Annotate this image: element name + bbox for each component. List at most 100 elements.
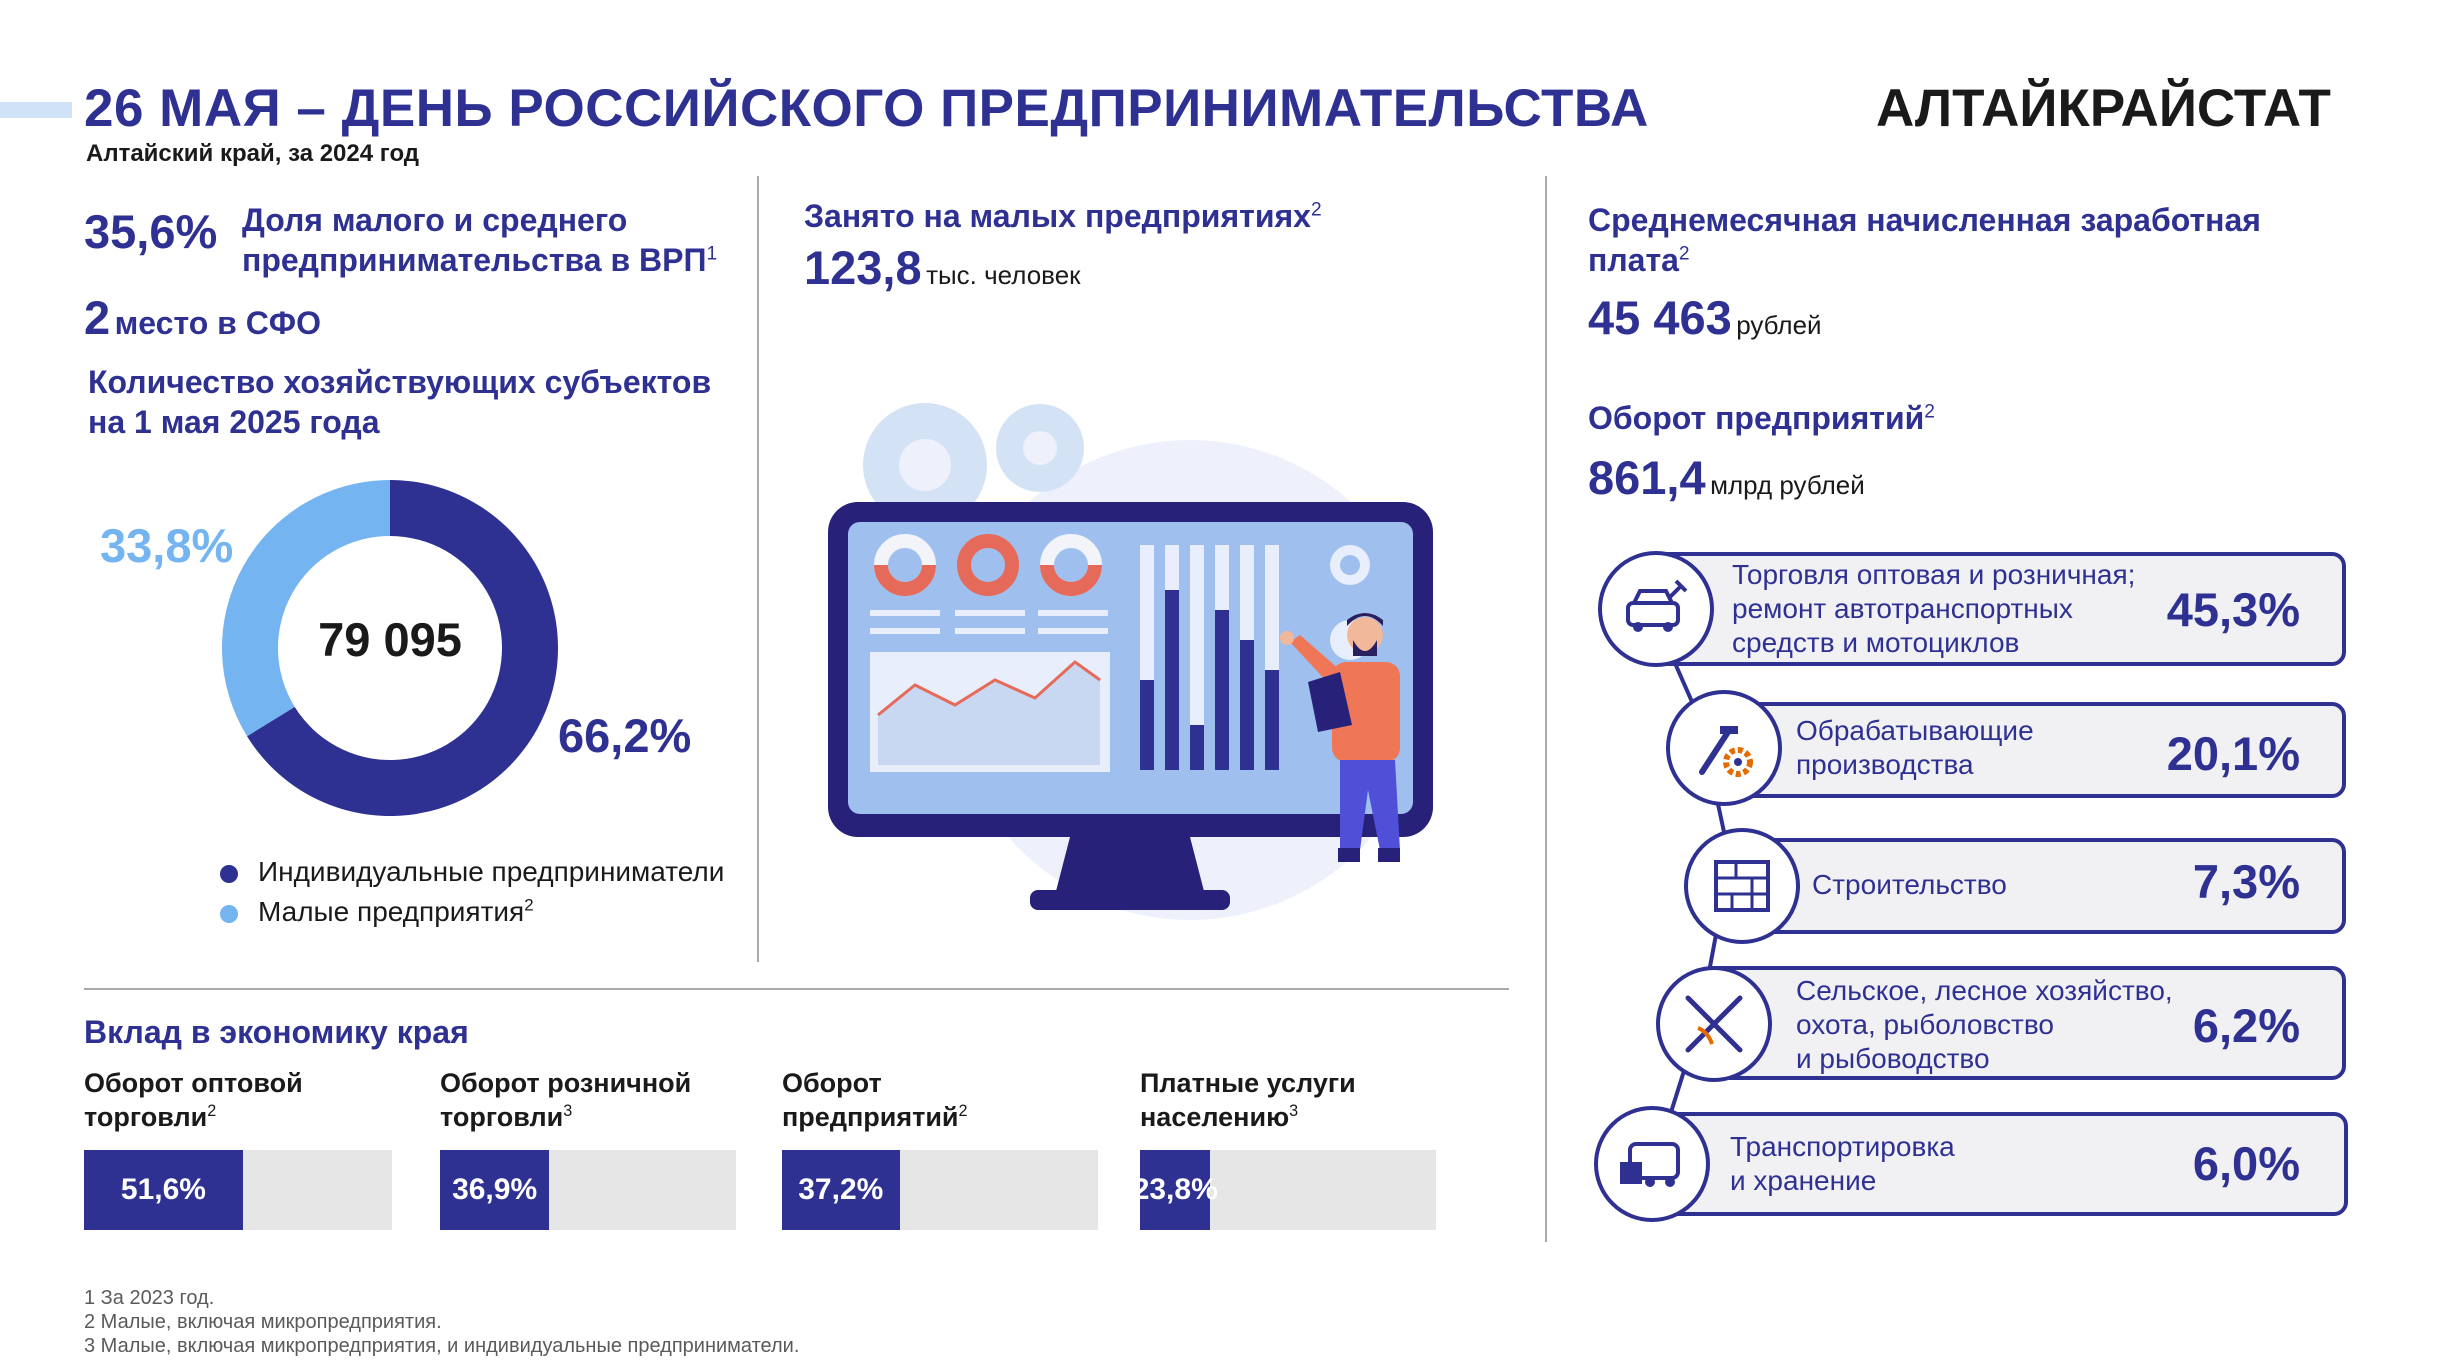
fishing-rod-icon — [1685, 995, 1743, 1053]
industry-icon-holder-manufacturing — [1666, 690, 1782, 806]
donut-slice-small — [221, 480, 390, 737]
industry-card-manufacturing — [1704, 702, 2346, 798]
contribution-bar-retail: 36,9% — [440, 1150, 550, 1230]
contribution-label-services: Платные услуги населению3 — [1140, 1066, 1356, 1134]
contribution-label-line: предприятий — [782, 1102, 959, 1132]
employed-unit: тыс. человек — [926, 260, 1081, 290]
contribution-track: 51,6% — [84, 1150, 392, 1230]
industry-card-construction — [1740, 838, 2346, 934]
bricks-icon — [1714, 860, 1770, 912]
turnover-unit: млрд рублей — [1710, 470, 1865, 500]
entities-donut-chart — [221, 480, 558, 816]
contribution-label-turnover: Оборот предприятий2 — [782, 1066, 968, 1134]
sfo-rank-label: место в СФО — [114, 305, 321, 341]
industry-name-line: средств и мотоциклов — [1732, 627, 2020, 658]
turnover-title-text: Оборот предприятий — [1588, 400, 1925, 436]
donut-center-total: 79 095 — [318, 613, 462, 666]
industry-name-line: Торговля оптовая и розничная; — [1732, 559, 2136, 590]
industry-name-trade: Торговля оптовая и розничная; ремонт авт… — [1732, 558, 2135, 660]
industry-name-line: и хранение — [1730, 1165, 1877, 1196]
industry-name-line: производства — [1796, 749, 1974, 780]
contribution-label-line: Оборот — [782, 1068, 882, 1098]
page-subtitle: Алтайский край, за 2024 год — [86, 140, 420, 167]
industry-name-agriculture: Сельское, лесное хозяйство, охота, рыбол… — [1796, 974, 2173, 1076]
footnote-2: 2 Малые, включая микропредприятия. — [84, 1311, 442, 1333]
industry-name-line: Транспортировка — [1730, 1131, 1955, 1162]
footnote-3: 3 Малые, включая микропредприятия, и инд… — [84, 1335, 800, 1357]
contribution-track: 23,8% — [1133, 1150, 1436, 1230]
footnote-1: 1 За 2023 год. — [84, 1287, 215, 1309]
legend-ip-label: Индивидуальные предприниматели — [258, 856, 725, 887]
industry-card-agriculture — [1704, 966, 2346, 1080]
legend-small: Малые предприятия2 — [220, 896, 534, 928]
contribution-label-line: Оборот оптовой — [84, 1068, 303, 1098]
accent-bar — [0, 102, 72, 118]
divider-right — [1545, 176, 1547, 1242]
contribution-bar-turnover: 37,2% — [782, 1150, 900, 1230]
contribution-label-line: торговли — [84, 1102, 208, 1132]
footnote-ref: 2 — [1924, 401, 1935, 423]
contribution-label-line: населению — [1140, 1102, 1290, 1132]
contribution-label-wholesale: Оборот оптовой торговли2 — [84, 1066, 303, 1134]
footnote-ref: 1 — [706, 243, 718, 265]
employed-title: Занято на малых предприятиях2 — [804, 196, 1322, 236]
industry-name-line: охота, рыболовство — [1796, 1009, 2054, 1040]
industry-name-line: Обрабатывающие — [1796, 715, 2034, 746]
footnote-ref: 2 — [958, 1102, 968, 1120]
screen-donuts — [874, 534, 1102, 596]
industry-value-transport: 6,0% — [2192, 1137, 2300, 1190]
footnote-ref: 2 — [207, 1102, 217, 1120]
contribution-track: 37,2% — [782, 1150, 1098, 1230]
footnote-ref: 3 — [1289, 1102, 1299, 1120]
industry-name-transport: Транспортировка и хранение — [1730, 1130, 1955, 1198]
industry-value-manufacturing: 20,1% — [2166, 727, 2300, 780]
salary-unit: рублей — [1736, 310, 1822, 340]
footnote-ref: 3 — [563, 1102, 573, 1120]
car-repair-icon — [1626, 579, 1688, 632]
donut-label-ip: 66,2% — [558, 709, 692, 762]
turnover-value: 861,4 — [1588, 451, 1706, 504]
employed-value: 123,8 — [804, 241, 922, 294]
entities-title-line2: на 1 мая 2025 года — [88, 404, 380, 440]
page-title: 26 МАЯ – ДЕНЬ РОССИЙСКОГО ПРЕДПРИНИМАТЕЛ… — [84, 79, 1649, 138]
entities-title: Количество хозяйствующих субъектов на 1 … — [88, 362, 711, 442]
donut-label-small: 33,8% — [100, 519, 234, 572]
industry-card-transport — [1640, 1112, 2348, 1216]
salary-value: 45 463 — [1588, 291, 1732, 344]
contribution-label-retail: Оборот розничной торговли3 — [440, 1066, 691, 1134]
industry-icon-holder-agriculture — [1656, 966, 1772, 1082]
vrp-share-label-line1: Доля малого и среднего — [242, 202, 628, 238]
legend-small-label: Малые предприятия — [258, 896, 525, 927]
footnote-ref: 2 — [524, 895, 534, 915]
salary-figure: 45 463 рублей — [1588, 290, 1822, 345]
industry-value-construction: 7,3% — [2192, 855, 2300, 908]
tools-gear-icon — [1699, 726, 1753, 777]
divider-left — [757, 176, 759, 962]
contribution-track: 36,9% — [440, 1150, 736, 1230]
industry-icon-holder-trade — [1598, 551, 1714, 667]
employed-title-text: Занято на малых предприятиях — [804, 198, 1311, 234]
brand-logo-text: АЛТАЙКРАЙСТАТ — [1876, 79, 2331, 138]
contribution-label-line: Оборот розничной — [440, 1068, 692, 1098]
industry-icon-holder-transport — [1594, 1106, 1710, 1222]
legend-small-swatch — [220, 904, 238, 923]
industry-name-line: Сельское, лесное хозяйство, — [1796, 975, 2173, 1006]
legend-ip: Индивидуальные предприниматели — [220, 856, 724, 888]
footnotes: 1 За 2023 год. 2 Малые, включая микропре… — [84, 1286, 799, 1358]
salary-title: Среднемесячная начисленная заработная пл… — [1588, 200, 2261, 280]
sfo-rank: 2 место в СФО — [84, 290, 321, 345]
industry-value-trade: 45,3% — [2166, 583, 2300, 636]
contribution-title: Вклад в экономику края — [84, 1014, 469, 1050]
vrp-share-label-line2: предпринимательства в ВРП — [242, 242, 707, 278]
sfo-rank-value: 2 — [84, 291, 111, 344]
entities-title-line1: Количество хозяйствующих субъектов — [88, 364, 712, 400]
turnover-title: Оборот предприятий2 — [1588, 398, 1935, 438]
industry-icon-holder-construction — [1684, 828, 1800, 944]
donut-slice-ip — [247, 480, 558, 816]
legend-ip-swatch — [220, 864, 238, 883]
vrp-share-label: Доля малого и среднего предпринимательст… — [242, 200, 717, 280]
contribution-label-line: Платные услуги — [1140, 1068, 1356, 1098]
salary-title-line1: Среднемесячная начисленная заработная — [1588, 202, 2261, 238]
bus-icon — [1620, 1142, 1680, 1187]
gear-icon — [863, 403, 1084, 527]
